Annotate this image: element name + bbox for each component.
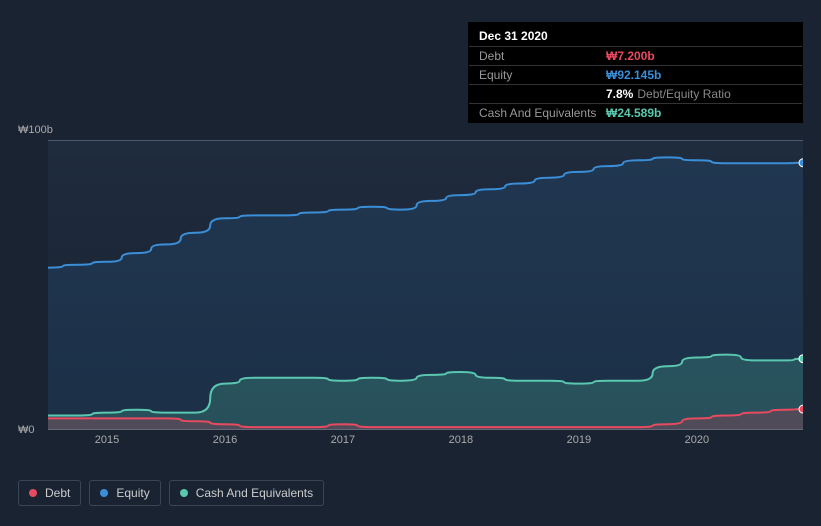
legend-dot-debt <box>29 489 37 497</box>
legend-label-debt: Debt <box>45 486 70 500</box>
end-marker-debt <box>799 405 803 413</box>
y-axis-label-min: ₩0 <box>18 424 35 436</box>
x-tick-2016: 2016 <box>213 434 237 446</box>
x-tick-2019: 2019 <box>567 434 591 446</box>
tooltip-ratio-pct: 7.8% <box>606 87 633 101</box>
end-marker-cash <box>799 355 803 363</box>
end-marker-equity <box>799 159 803 167</box>
legend-dot-equity <box>100 489 108 497</box>
tooltip-row-equity: Equity ₩92.145b <box>469 65 802 84</box>
legend-label-cash: Cash And Equivalents <box>196 486 313 500</box>
tooltip: Dec 31 2020 Debt ₩7.200b Equity ₩92.145b… <box>468 22 803 123</box>
tooltip-label-cash: Cash And Equivalents <box>479 106 606 120</box>
legend-item-debt[interactable]: Debt <box>18 480 81 506</box>
x-tick-2018: 2018 <box>449 434 473 446</box>
x-tick-2015: 2015 <box>95 434 119 446</box>
x-tick-2020: 2020 <box>685 434 709 446</box>
tooltip-value-debt: ₩7.200b <box>606 49 655 63</box>
tooltip-row-ratio: 7.8% Debt/Equity Ratio <box>469 84 802 103</box>
legend-label-equity: Equity <box>116 486 149 500</box>
tooltip-value-equity: ₩92.145b <box>606 68 661 82</box>
tooltip-date: Dec 31 2020 <box>469 23 802 46</box>
tooltip-row-cash: Cash And Equivalents ₩24.589b <box>469 103 802 122</box>
chart-plot-area[interactable] <box>48 140 803 430</box>
tooltip-label-ratio <box>479 87 606 101</box>
x-tick-2017: 2017 <box>331 434 355 446</box>
tooltip-label-equity: Equity <box>479 68 606 82</box>
legend-item-equity[interactable]: Equity <box>89 480 160 506</box>
legend: Debt Equity Cash And Equivalents <box>18 480 324 506</box>
chart-svg <box>48 140 803 430</box>
tooltip-value-ratio: 7.8% Debt/Equity Ratio <box>606 87 731 101</box>
legend-dot-cash <box>180 489 188 497</box>
tooltip-label-debt: Debt <box>479 49 606 63</box>
y-axis-label-max: ₩100b <box>18 124 53 136</box>
tooltip-value-cash: ₩24.589b <box>606 106 661 120</box>
tooltip-row-debt: Debt ₩7.200b <box>469 46 802 65</box>
legend-item-cash[interactable]: Cash And Equivalents <box>169 480 324 506</box>
tooltip-ratio-suffix: Debt/Equity Ratio <box>637 87 730 101</box>
